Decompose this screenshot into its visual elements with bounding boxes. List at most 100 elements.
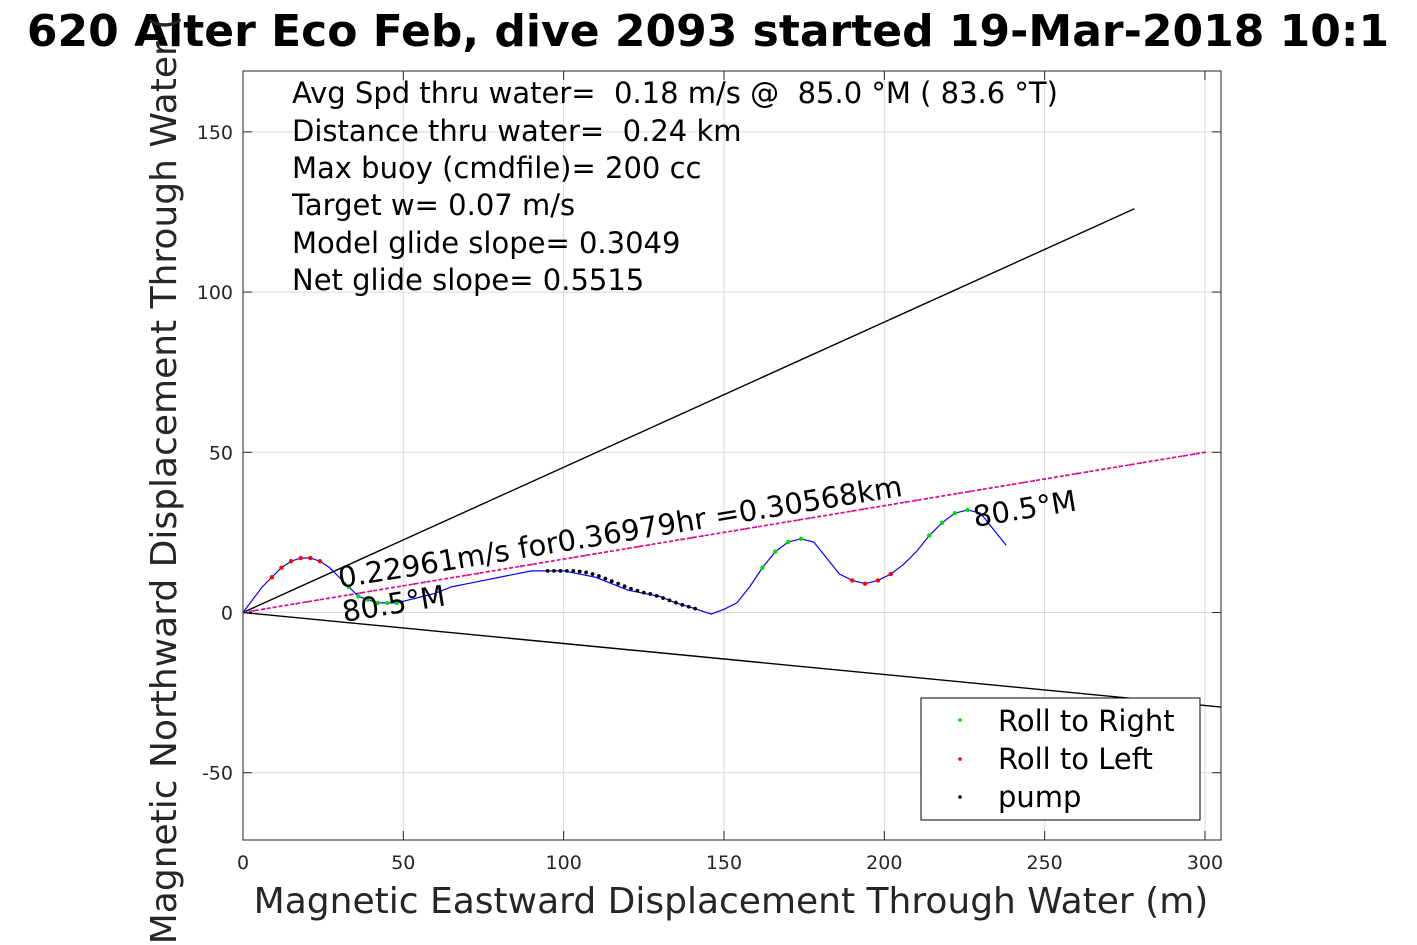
- net-track-point: [455, 575, 458, 579]
- roll-left-point: [317, 559, 323, 564]
- roll-right-point: [394, 600, 400, 606]
- net-track-point: [498, 568, 501, 571]
- markers: [243, 451, 1207, 614]
- net-track-point: [1011, 483, 1014, 486]
- info-max-buoy: Max buoy (cmdfile)= 200 cc: [292, 151, 701, 185]
- pump-point: [686, 604, 691, 609]
- net-track-point: [530, 563, 533, 566]
- info-text-block: Avg Spd thru water= 0.18 m/s @ 85.0 °M (…: [291, 76, 1058, 297]
- net-track-point: [936, 495, 939, 498]
- net-track-point: [776, 522, 779, 525]
- pump-point: [641, 590, 646, 595]
- net-track-point: [541, 561, 544, 564]
- pump-point: [673, 600, 678, 605]
- info-model-glide: Model glide slope= 0.3049: [292, 226, 680, 260]
- net-track-point: [637, 545, 640, 548]
- legend-box: [920, 697, 1201, 821]
- heading-end-annotation: 80.5°M: [971, 484, 1079, 534]
- roll-right-point: [927, 533, 932, 538]
- net-track-point: [391, 586, 394, 589]
- roll-left-point: [298, 555, 303, 561]
- net-track-point: [327, 597, 330, 600]
- roll-right-point: [760, 565, 765, 570]
- pump-point: [590, 572, 595, 576]
- legend-roll-right-label: Roll to Right: [998, 704, 1175, 738]
- net-track-point: [1086, 470, 1089, 473]
- net-track-point: [712, 533, 715, 536]
- x-tick-label: 200: [866, 852, 902, 874]
- net-track-point: [1107, 467, 1110, 470]
- net-track-point: [263, 607, 266, 611]
- net-track-point: [509, 566, 512, 570]
- chart-title: 620 Alter Eco Feb, dive 2093 started 19-…: [27, 6, 1389, 57]
- pump-point: [584, 570, 589, 575]
- net-track-point: [1203, 451, 1207, 454]
- pump-point: [564, 568, 569, 573]
- net-track-point: [1064, 474, 1068, 477]
- net-track-point: [316, 598, 319, 602]
- roll-right-point: [939, 520, 945, 525]
- net-track-point: [434, 579, 437, 582]
- pump-point: [603, 576, 608, 581]
- y-tick-label: 50: [209, 442, 233, 464]
- roll-left-point: [308, 555, 313, 561]
- net-track-point: [658, 541, 661, 545]
- roll-left-point: [288, 559, 294, 564]
- roll-right-point: [965, 507, 970, 513]
- net-track-point: [925, 497, 929, 500]
- roll-right-point: [773, 549, 778, 554]
- x-tick-label: 300: [1187, 852, 1223, 874]
- roll-left-point: [850, 578, 855, 583]
- net-track-point: [1193, 452, 1196, 456]
- net-track-point: [380, 588, 384, 591]
- net-track-point: [1139, 461, 1142, 465]
- roll-right-point: [375, 600, 380, 606]
- net-track-point: [883, 504, 886, 507]
- net-track-point: [904, 501, 907, 504]
- pump-point: [661, 596, 665, 600]
- net-track-point: [701, 534, 704, 538]
- net-track-point: [1022, 481, 1025, 484]
- net-track-point: [680, 538, 683, 541]
- net-track-point: [487, 570, 490, 573]
- net-track-point: [551, 559, 555, 562]
- roll-left-point: [279, 565, 284, 570]
- net-track-point: [1171, 456, 1175, 459]
- y-tick-label: 150: [197, 122, 233, 144]
- x-tick-label: 0: [237, 852, 249, 874]
- net-track-point: [444, 577, 448, 580]
- roll-right-point: [798, 536, 804, 542]
- net-track-point: [412, 582, 416, 586]
- roll-left-point: [875, 578, 881, 583]
- pump-point: [552, 568, 556, 573]
- net-track-point: [605, 550, 608, 554]
- net-track-point: [968, 490, 971, 493]
- grid: [242, 71, 1221, 840]
- pump-point: [693, 606, 698, 611]
- x-tick-label: 150: [706, 852, 742, 874]
- net-track-point: [1075, 472, 1078, 475]
- pump-point: [680, 602, 685, 607]
- track-line: [243, 509, 1007, 615]
- y-axis-label: Magnetic Northward Displacement Through …: [144, 16, 185, 945]
- net-track-point: [1096, 468, 1100, 472]
- net-track-point: [1054, 476, 1057, 479]
- net-track-point: [466, 574, 469, 577]
- net-track-point: [370, 590, 373, 593]
- net-track-point: [615, 549, 619, 552]
- x-axis-label: Magnetic Eastward Displacement Through W…: [254, 881, 1209, 922]
- net-track-point: [958, 492, 961, 495]
- net-track-point: [306, 600, 309, 603]
- net-track-point: [273, 606, 277, 609]
- pump-point: [629, 586, 633, 591]
- pump-point: [622, 584, 627, 589]
- pump-point: [577, 569, 582, 574]
- net-track-point: [423, 581, 426, 584]
- net-track-point: [979, 488, 982, 491]
- pump-point: [654, 593, 659, 598]
- roll-right-point: [356, 594, 361, 599]
- axis-ticks: 0 50 100 150 200 250 300 -50 0 50 100 150: [197, 71, 1223, 874]
- upper-envelope-line: [243, 208, 1135, 614]
- net-track-point: [1150, 460, 1153, 463]
- roll-left-point: [888, 571, 893, 577]
